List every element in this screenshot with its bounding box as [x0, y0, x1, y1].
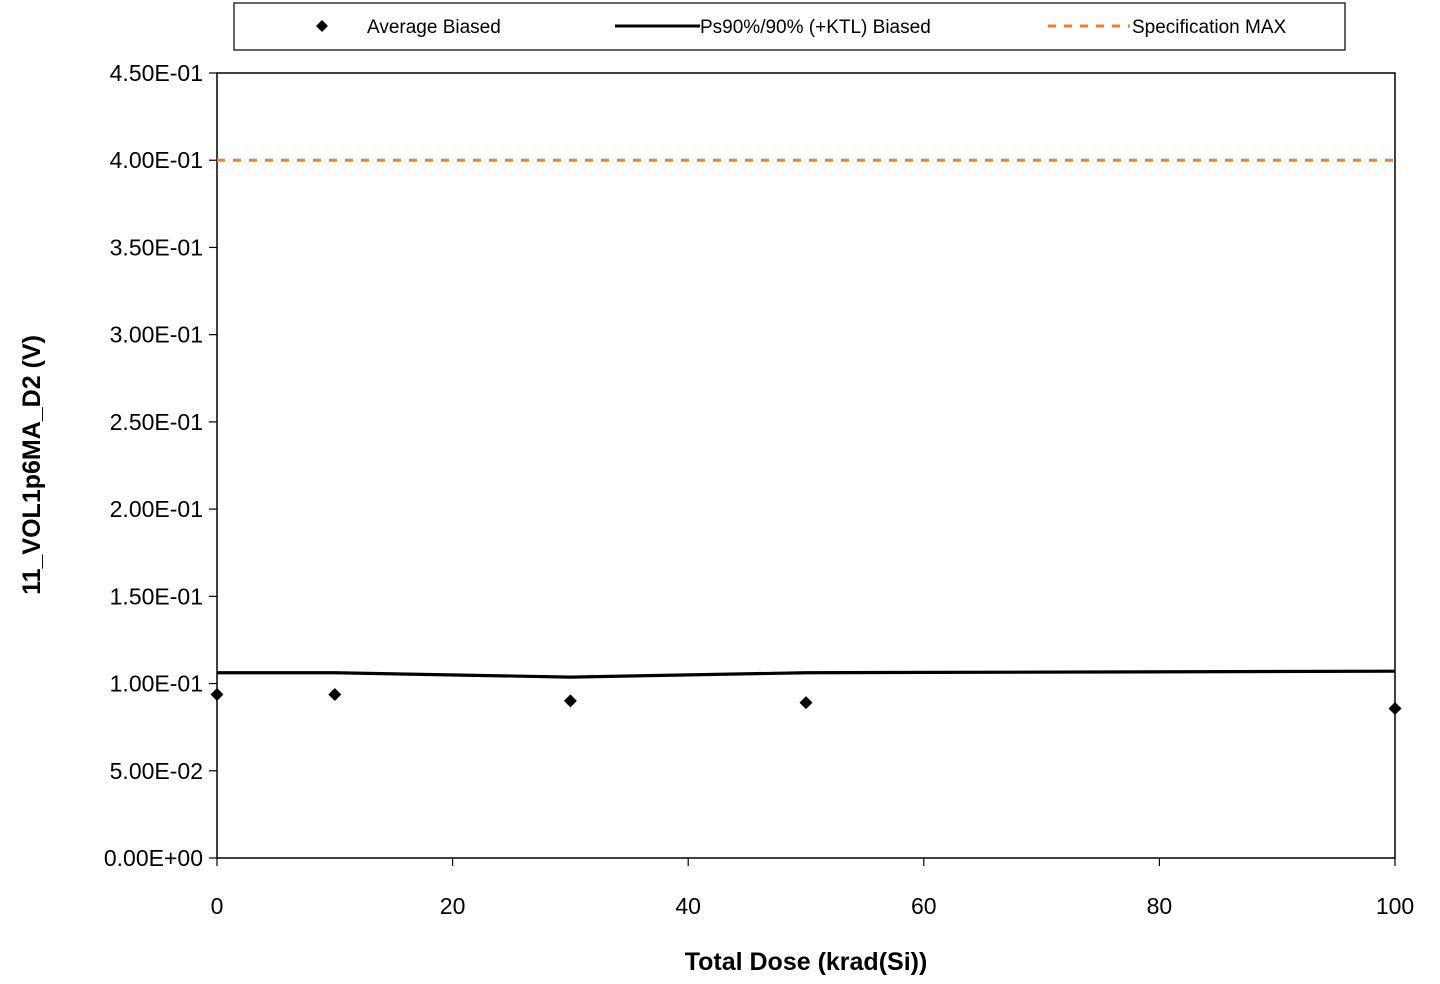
y-tick-label: 4.50E-01: [110, 60, 203, 86]
x-tick-label: 80: [1147, 893, 1173, 919]
y-tick-label: 3.00E-01: [110, 322, 203, 348]
y-tick-label: 5.00E-02: [110, 758, 203, 784]
x-axis: 0 20 40 60 80 100: [211, 858, 1414, 919]
x-tick-label: 0: [211, 893, 224, 919]
y-tick-label: 1.50E-01: [110, 583, 203, 609]
y-tick-label: 1.00E-01: [110, 671, 203, 697]
x-tick-label: 40: [675, 893, 701, 919]
y-tick-label: 2.00E-01: [110, 496, 203, 522]
plot-area: [216, 72, 1396, 859]
x-tick-label: 100: [1376, 893, 1414, 919]
data-point-average-biased: [563, 694, 577, 708]
x-axis-title: Total Dose (krad(Si)): [685, 948, 928, 976]
y-tick-label: 2.50E-01: [110, 409, 203, 435]
series-line-ps90-ktl-biased: [217, 669, 1396, 679]
y-tick-label: 4.00E-01: [110, 147, 203, 173]
legend-label: Ps90%/90% (+KTL) Biased: [700, 17, 931, 38]
x-tick-label: 60: [911, 893, 937, 919]
data-point-average-biased: [328, 688, 342, 702]
legend-label: Average Biased: [367, 17, 501, 38]
series-layer: [210, 158, 1402, 716]
data-point-average-biased: [1388, 702, 1402, 716]
data-point-average-biased: [210, 688, 224, 702]
y-tick-label: 0.00E+00: [104, 845, 203, 871]
x-tick-label: 20: [440, 893, 466, 919]
y-tick-label: 3.50E-01: [110, 234, 203, 260]
y-axis: 0.00E+00 5.00E-02 1.00E-01 1.50E-01 2.00E-01…: [104, 60, 217, 871]
legend: Average Biased Ps90%/90% (+KTL) Biased Spe…: [233, 2, 1346, 51]
legend-box: [233, 2, 1346, 51]
data-point-average-biased: [799, 696, 813, 710]
legend-label: Specification MAX: [1132, 17, 1287, 38]
legend-marker-average-biased: [316, 20, 328, 32]
y-axis-title: 11_VOL1p6MA_D2 (V): [18, 335, 46, 595]
